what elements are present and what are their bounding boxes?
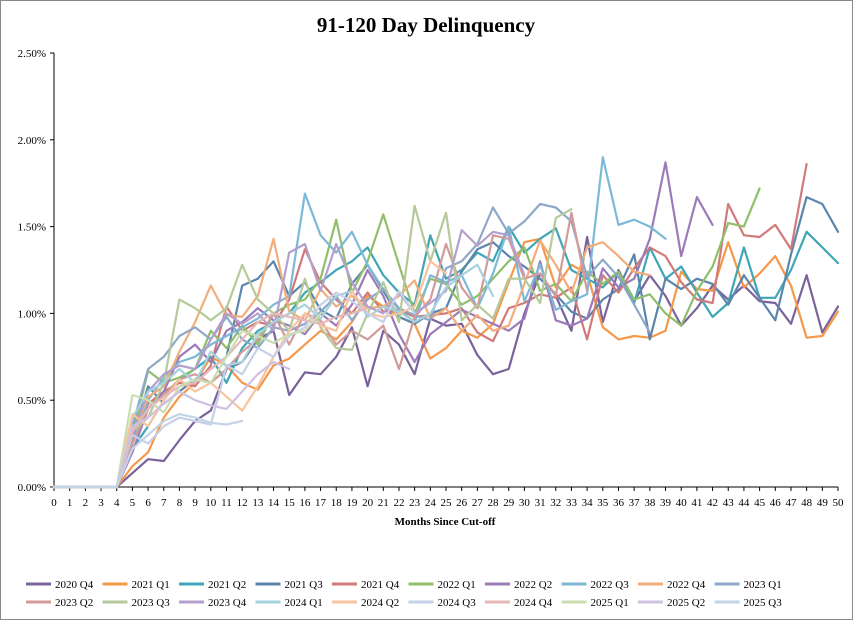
x-tick-label: 22: [393, 497, 404, 509]
x-tick-label: 48: [801, 497, 813, 509]
series-line-2023-q1: [52, 202, 651, 489]
x-tick-label: 4: [114, 497, 120, 509]
series-line-2023-q3: [52, 204, 573, 489]
legend-label: 2022 Q1: [438, 579, 476, 591]
x-tick-label: 49: [817, 497, 829, 509]
x-tick-label: 5: [130, 497, 136, 509]
x-tick-label: 45: [754, 497, 766, 509]
x-tick-label: 14: [268, 497, 280, 509]
legend-label: 2021 Q4: [361, 579, 400, 591]
x-tick-label: 35: [597, 497, 609, 509]
x-tick-label: 6: [145, 497, 151, 509]
legend-label: 2025 Q2: [667, 597, 705, 609]
x-tick-label: 21: [378, 497, 389, 509]
legend-label: 2024 Q4: [514, 597, 553, 609]
x-tick-label: 24: [425, 497, 437, 509]
legend-label: 2020 Q4: [55, 579, 94, 591]
chart-title: 91-120 Day Delinquency: [317, 13, 536, 37]
legend-label: 2022 Q3: [591, 579, 630, 591]
x-tick-label: 38: [644, 497, 656, 509]
y-tick-label: 1.50%: [18, 222, 46, 234]
x-tick-label: 39: [660, 497, 672, 509]
x-tick-label: 50: [833, 497, 845, 509]
x-tick-label: 44: [738, 497, 750, 509]
x-tick-label: 16: [299, 497, 311, 509]
legend-label: 2025 Q1: [591, 597, 629, 609]
x-tick-label: 33: [566, 497, 578, 509]
x-tick-label: 10: [205, 497, 217, 509]
x-tick-label: 23: [409, 497, 421, 509]
legend-label: 2024 Q2: [361, 597, 399, 609]
x-tick-label: 15: [284, 497, 296, 509]
series-line-2020-q4: [52, 235, 840, 489]
y-tick-label: 0.00%: [18, 482, 46, 494]
series-line-2022-q2: [52, 161, 714, 489]
y-tick-label: 2.00%: [18, 135, 46, 147]
x-tick-label: 17: [315, 497, 327, 509]
x-tick-label: 32: [550, 497, 561, 509]
legend-label: 2022 Q2: [514, 579, 552, 591]
x-tick-label: 2: [83, 497, 89, 509]
legend-label: 2023 Q3: [132, 597, 171, 609]
y-tick-label: 2.50%: [18, 48, 46, 60]
x-tick-label: 13: [252, 497, 264, 509]
y-tick-label: 1.00%: [18, 308, 46, 320]
x-tick-label: 37: [629, 497, 641, 509]
y-axis-ticks: 0.00% 0.50% 1.00% 1.50% 2.00% 2.50%: [18, 48, 54, 494]
x-tick-label: 43: [723, 497, 735, 509]
x-tick-label: 42: [707, 497, 718, 509]
series-line-2024-q4: [52, 307, 369, 489]
x-tick-label: 25: [441, 497, 453, 509]
x-tick-label: 40: [676, 497, 688, 509]
series-line-2021-q4: [52, 163, 808, 489]
series-line-2024-q1: [52, 263, 495, 489]
legend-label: 2023 Q2: [55, 597, 93, 609]
legend-label: 2021 Q3: [285, 579, 324, 591]
x-tick-label: 27: [472, 497, 484, 509]
legend-label: 2022 Q4: [667, 579, 706, 591]
x-axis-ticks: 0 1 2 3 4 5 6 7 8 9 10 11 12 13 14 15 16 17 18 19 20 21 22 23 24…: [51, 487, 844, 509]
series-lines: [52, 156, 840, 489]
series-line-2021-q1: [52, 237, 840, 489]
x-tick-label: 46: [770, 497, 782, 509]
legend-label: 2021 Q1: [132, 579, 170, 591]
series-line-2022-q1: [52, 187, 761, 489]
legend-label: 2023 Q1: [744, 579, 782, 591]
series-line-2025-q3: [52, 413, 244, 489]
legend-label: 2021 Q2: [208, 579, 246, 591]
x-tick-label: 20: [362, 497, 374, 509]
x-tick-label: 47: [785, 497, 797, 509]
x-tick-label: 0: [51, 497, 57, 509]
legend-label: 2024 Q1: [285, 597, 323, 609]
x-tick-label: 41: [691, 497, 702, 509]
x-tick-label: 26: [456, 497, 468, 509]
x-axis-title: Months Since Cut-off: [395, 516, 496, 528]
x-tick-label: 12: [237, 497, 248, 509]
x-tick-label: 31: [535, 497, 546, 509]
x-tick-label: 7: [161, 497, 167, 509]
x-tick-label: 1: [67, 497, 73, 509]
series-line-2022-q4: [52, 237, 651, 489]
series-line-2025-q1: [52, 312, 322, 489]
x-tick-label: 18: [331, 497, 343, 509]
legend-label: 2025 Q3: [744, 597, 783, 609]
x-tick-label: 8: [177, 497, 183, 509]
legend: 2020 Q4 2021 Q1 2021 Q2 2021 Q3 2021 Q4 2022 …: [26, 579, 782, 609]
x-tick-label: 36: [613, 497, 625, 509]
x-tick-label: 9: [192, 497, 198, 509]
x-tick-label: 30: [519, 497, 531, 509]
legend-label: 2023 Q4: [208, 597, 247, 609]
x-tick-label: 11: [221, 497, 232, 509]
x-tick-label: 29: [503, 497, 515, 509]
y-tick-label: 0.50%: [18, 395, 46, 407]
x-tick-label: 28: [488, 497, 500, 509]
legend-label: 2024 Q3: [438, 597, 477, 609]
x-tick-label: 3: [98, 497, 104, 509]
x-tick-label: 34: [582, 497, 594, 509]
series-line-2022-q3: [52, 156, 667, 489]
x-tick-label: 19: [346, 497, 358, 509]
